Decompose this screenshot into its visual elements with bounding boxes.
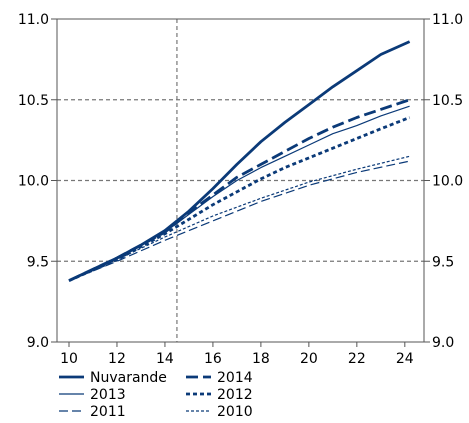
series-line-nuvarande [68,40,411,282]
series-line-2014 [68,98,411,282]
y-tick-label-right: 9.0 [432,335,454,351]
series-line-2010 [68,155,410,282]
x-tick-label: 22 [348,351,366,367]
x-tick-label: 12 [108,351,126,367]
x-tick-label: 20 [300,351,318,367]
legend-label-2014: 2014 [217,370,253,386]
x-tick-label: 24 [396,351,414,367]
y-tick-label-left: 10.5 [18,93,49,109]
series-line-2013 [68,105,410,282]
y-tick-label-right: 9.5 [432,254,454,270]
legend-label-2012: 2012 [217,387,253,403]
y-tick-label-right: 10.0 [432,174,463,190]
grid-lines [57,19,424,342]
x-tick-label: 10 [60,351,78,367]
legend-label-2013: 2013 [90,387,126,403]
y-tick-label-left: 10.0 [18,174,49,190]
series-lines [68,40,411,282]
series-line-2012 [68,116,411,282]
y-tick-label-right: 11.0 [432,12,463,28]
legend: Nuvarande 2014 2013 2012 2011 2010 [59,370,253,420]
x-tick-label: 16 [204,351,222,367]
axis-ticks: 9.0 9.0 9.5 9.5 10.0 10.0 10.5 10.5 11.0 11.0 10 12… [18,12,463,367]
legend-label-2011: 2011 [90,404,126,420]
legend-label-2010: 2010 [217,404,253,420]
y-tick-label-left: 9.0 [27,335,49,351]
series-line-2011 [68,160,410,282]
x-tick-label: 14 [156,351,174,367]
y-tick-label-right: 10.5 [432,93,463,109]
y-tick-label-left: 11.0 [18,12,49,28]
x-tick-label: 18 [252,351,270,367]
legend-label-nuvarande: Nuvarande [90,370,167,386]
y-tick-label-left: 9.5 [27,254,49,270]
